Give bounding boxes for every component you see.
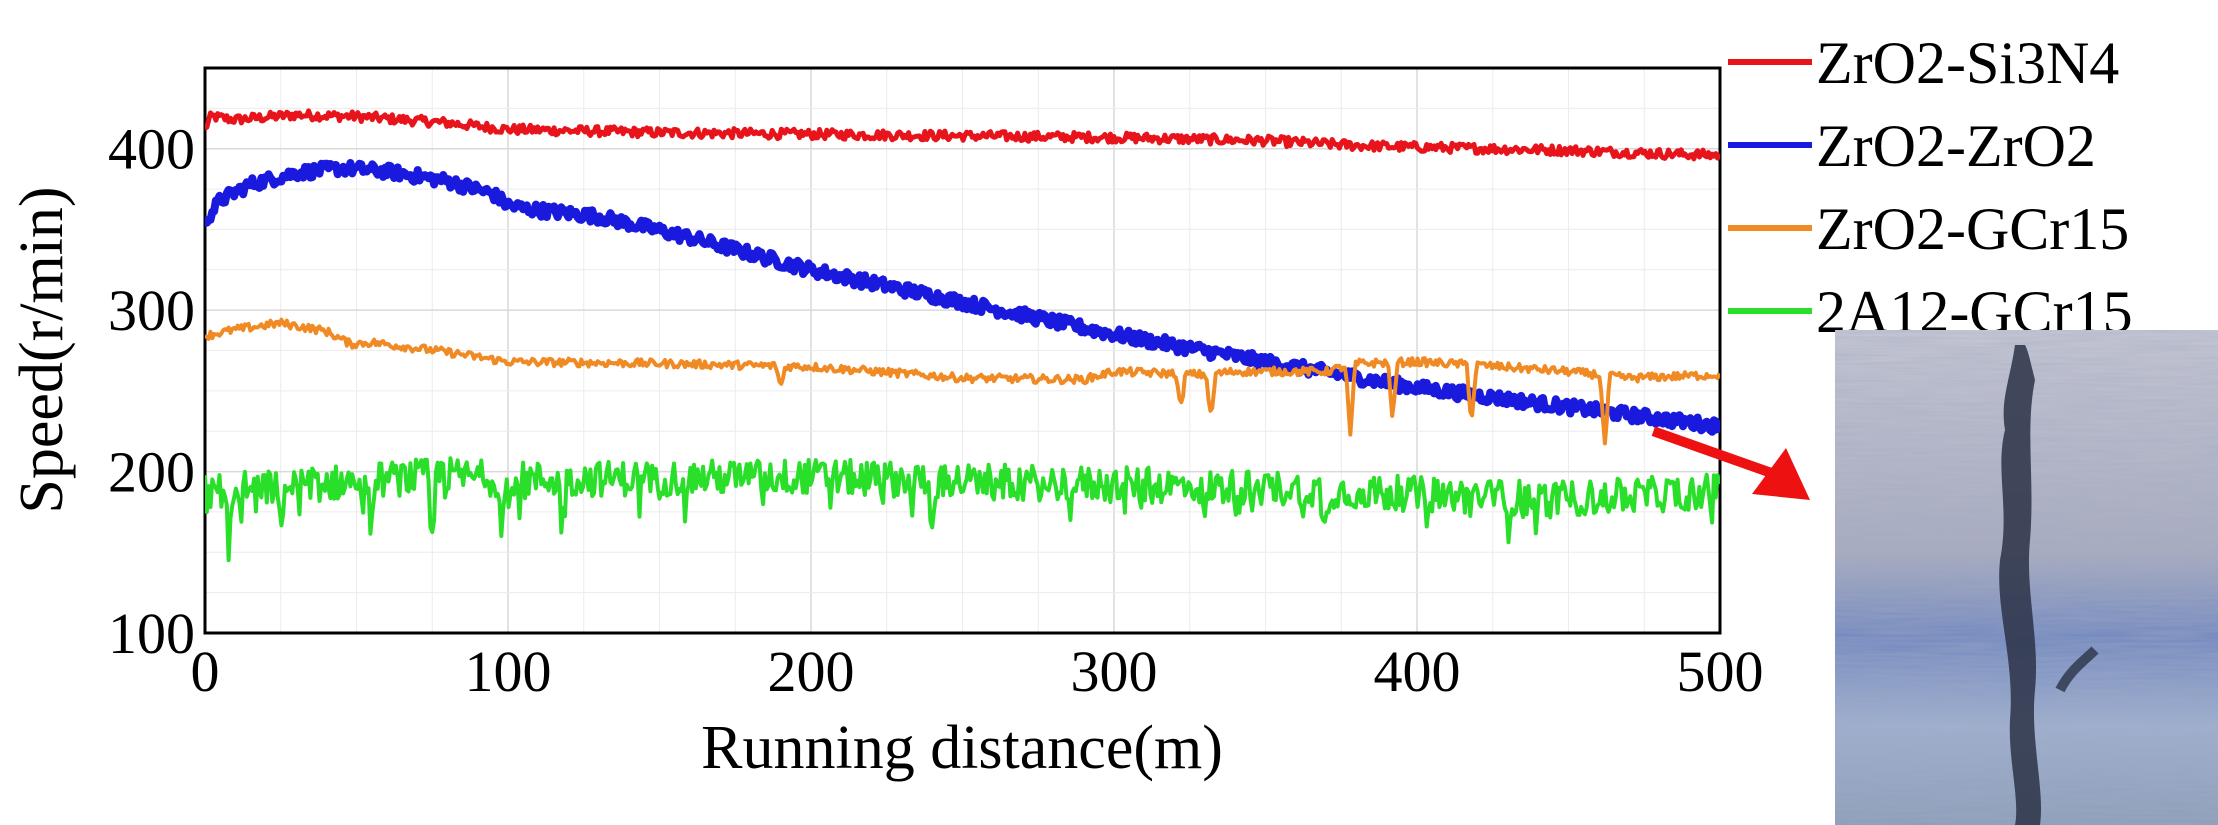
series-line-3: [205, 456, 1720, 563]
y-tick-label: 200: [108, 440, 195, 505]
y-tick-label: 100: [108, 601, 195, 666]
series-line-2: [205, 317, 1720, 446]
series-layer: [205, 108, 1720, 563]
x-tick-label: 400: [1374, 639, 1461, 704]
x-tick-label: 0: [191, 639, 220, 704]
x-tick-label: 200: [768, 639, 855, 704]
plot-frame: [203, 66, 1722, 635]
arrow-shaft: [1651, 426, 1782, 481]
x-axis-title: Running distance(m): [701, 714, 1223, 782]
x-tick-label: 500: [1677, 639, 1764, 704]
annotation-arrow: [1651, 426, 1810, 500]
y-tick-label: 300: [108, 278, 195, 343]
legend-label-1: ZrO2-ZrO2: [1816, 113, 2096, 179]
series-line-0: [205, 108, 1720, 162]
legend-label-2: ZrO2-GCr15: [1816, 196, 2129, 262]
arrow-head: [1752, 448, 1810, 500]
legend-label-0: ZrO2-Si3N4: [1816, 30, 2119, 96]
y-axis-title: Speed(r/min): [8, 186, 76, 513]
x-tick-label: 300: [1071, 639, 1158, 704]
wear-surface-micrograph: [1835, 330, 2218, 825]
y-tick-label: 400: [108, 117, 195, 182]
x-tick-label: 100: [465, 639, 552, 704]
